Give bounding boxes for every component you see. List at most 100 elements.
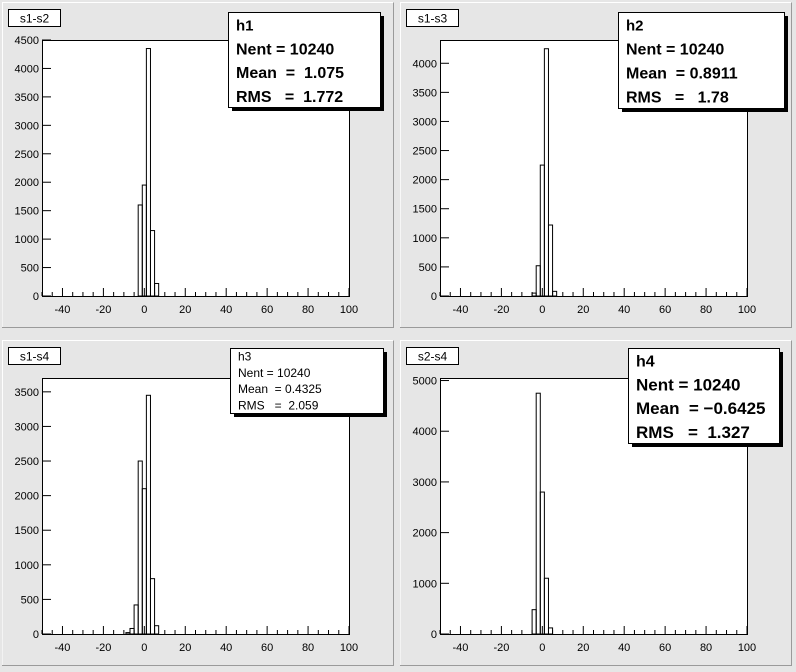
histogram-plot-4: -40 -20 0 20 40 60 80 100010002000300040005000s… [400,340,792,666]
stats-box [230,348,384,414]
histogram-bin [154,282,160,297]
stats-rms: RMS = 1.78 [626,90,729,107]
y-tick-label: 1500 [15,206,39,218]
pad-title-box [406,347,459,365]
histogram-pad-2[interactable]: -40 -20 0 20 40 60 80 100 0 500 1000 1500 2000 2500 30… [400,2,792,328]
histogram-bin [145,394,151,635]
stats-entries: Nent = 10240 [238,366,311,380]
x-tick-label: 20 [577,304,589,316]
stats-rms: RMS = 1.327 [636,423,750,442]
y-tick-label: 4000 [15,63,39,75]
histogram-bins [137,48,160,297]
y-tick-label: 1000 [15,560,39,572]
x-tick-label: 60 [261,304,273,316]
y-tick-label: 500 [21,594,39,606]
stats-box [618,12,785,109]
x-tick-label: 80 [700,304,712,316]
x-tick-label: 80 [700,642,712,654]
stats-entries: Nent = 10240 [626,42,724,59]
x-tick-label: 40 [220,642,232,654]
plot-frame [440,378,748,635]
x-tick-label: 0 [539,642,545,654]
y-tick-label: 2000 [413,528,437,540]
stats-name: h2 [626,18,644,35]
histogram-bin [539,491,545,635]
x-tick-label: 0 [141,304,147,316]
histogram-plot-3: -40 -20 0 20 40 60 80 1000500100015002000250030… [2,340,394,666]
pad-bevel-light [400,340,792,666]
histogram-bins [531,48,558,297]
y-tick-label: 4000 [413,58,437,70]
histogram-bin [149,230,156,297]
stats-rms: RMS = 2.059 [238,398,319,412]
y-tick-label: 4000 [413,426,437,438]
pad-title-box [8,9,61,27]
stats-mean: Mean = 0.4325 [238,382,322,396]
y-tick-label: 1000 [15,234,39,246]
pad-title: s1-s3 [418,12,448,26]
histogram-plot-2: -40 -20 0 20 40 60 80 1000500100015002000250030… [400,2,792,328]
y-tick-label: 0 [33,629,39,641]
x-tick-label: -40 [55,304,71,316]
y-tick-label: 3000 [15,120,39,132]
x-tick-label: 0 [539,304,545,316]
y-tick-label: 3000 [413,116,437,128]
histogram-pad-1[interactable]: -40 -20 0 20 40 60 80 100 0 500 1000 1500 2000 2500 30… [2,2,394,328]
x-tick-label: -20 [95,304,111,316]
stats-rms: RMS = 1.772 [236,89,343,106]
pad-bevel-dark [2,340,394,666]
x-tick-label: 80 [302,304,314,316]
x-tick-label: 100 [738,304,756,316]
y-tick-label: 0 [431,629,437,641]
y-tick-label: 2500 [15,456,39,468]
x-tick-label: 100 [340,642,358,654]
histogram-bins [531,392,554,635]
y-tick-label: 500 [419,262,437,274]
histogram-bin [552,290,558,297]
histogram-bin [154,625,160,635]
pad-bevel-light [400,2,792,328]
stats-box [628,348,780,444]
stats-mean: Mean = 0.8911 [626,66,738,83]
plot-frame [42,378,350,635]
x-tick-label: 0 [141,642,147,654]
y-tick-label: 5000 [413,376,437,388]
stats-name: h4 [636,354,655,371]
pad-title: s2-s4 [418,350,448,364]
pad-title: s1-s4 [20,350,50,364]
y-tick-label: 4500 [15,35,39,47]
x-tick-label: 60 [261,642,273,654]
x-tick-label: -40 [453,304,469,316]
y-tick-label: 2500 [15,149,39,161]
y-tick-label: 3500 [15,92,39,104]
y-tick-label: 3500 [15,387,39,399]
pad-bevel-dark [400,2,792,328]
histogram-bins [125,394,160,635]
x-tick-label: 40 [220,304,232,316]
y-tick-label: 1500 [15,525,39,537]
histogram-pad-3[interactable]: -40 -20 0 20 40 60 80 100 0 500 1000 1500 2000 2500 30… [2,340,394,666]
y-tick-label: 2000 [413,175,437,187]
pad-bevel-dark [400,340,792,666]
x-tick-label: 40 [618,304,630,316]
x-tick-label: 100 [738,642,756,654]
x-tick-label: -40 [453,642,469,654]
histogram-bin [543,48,549,297]
y-tick-label: 3000 [413,477,437,489]
histogram-bin [547,224,554,297]
histogram-bin [543,577,549,635]
stats-mean: Mean = −0.6425 [636,399,765,418]
pad-title: s1-s2 [20,12,50,26]
x-tick-label: 20 [179,642,191,654]
histogram-bin [145,48,151,297]
y-tick-label: 1000 [413,578,437,590]
stats-entries: Nent = 10240 [236,41,334,58]
histogram-bin [547,627,554,635]
y-tick-label: 3500 [413,87,437,99]
x-tick-label: -20 [95,642,111,654]
stats-box [228,12,381,108]
y-tick-label: 2500 [413,146,437,158]
histogram-pad-4[interactable]: -40 -20 0 20 40 60 80 100 0 1000 2000 3000 4000 5000 s… [400,340,792,666]
y-tick-label: 3000 [15,421,39,433]
stats-entries: Nent = 10240 [636,375,740,394]
